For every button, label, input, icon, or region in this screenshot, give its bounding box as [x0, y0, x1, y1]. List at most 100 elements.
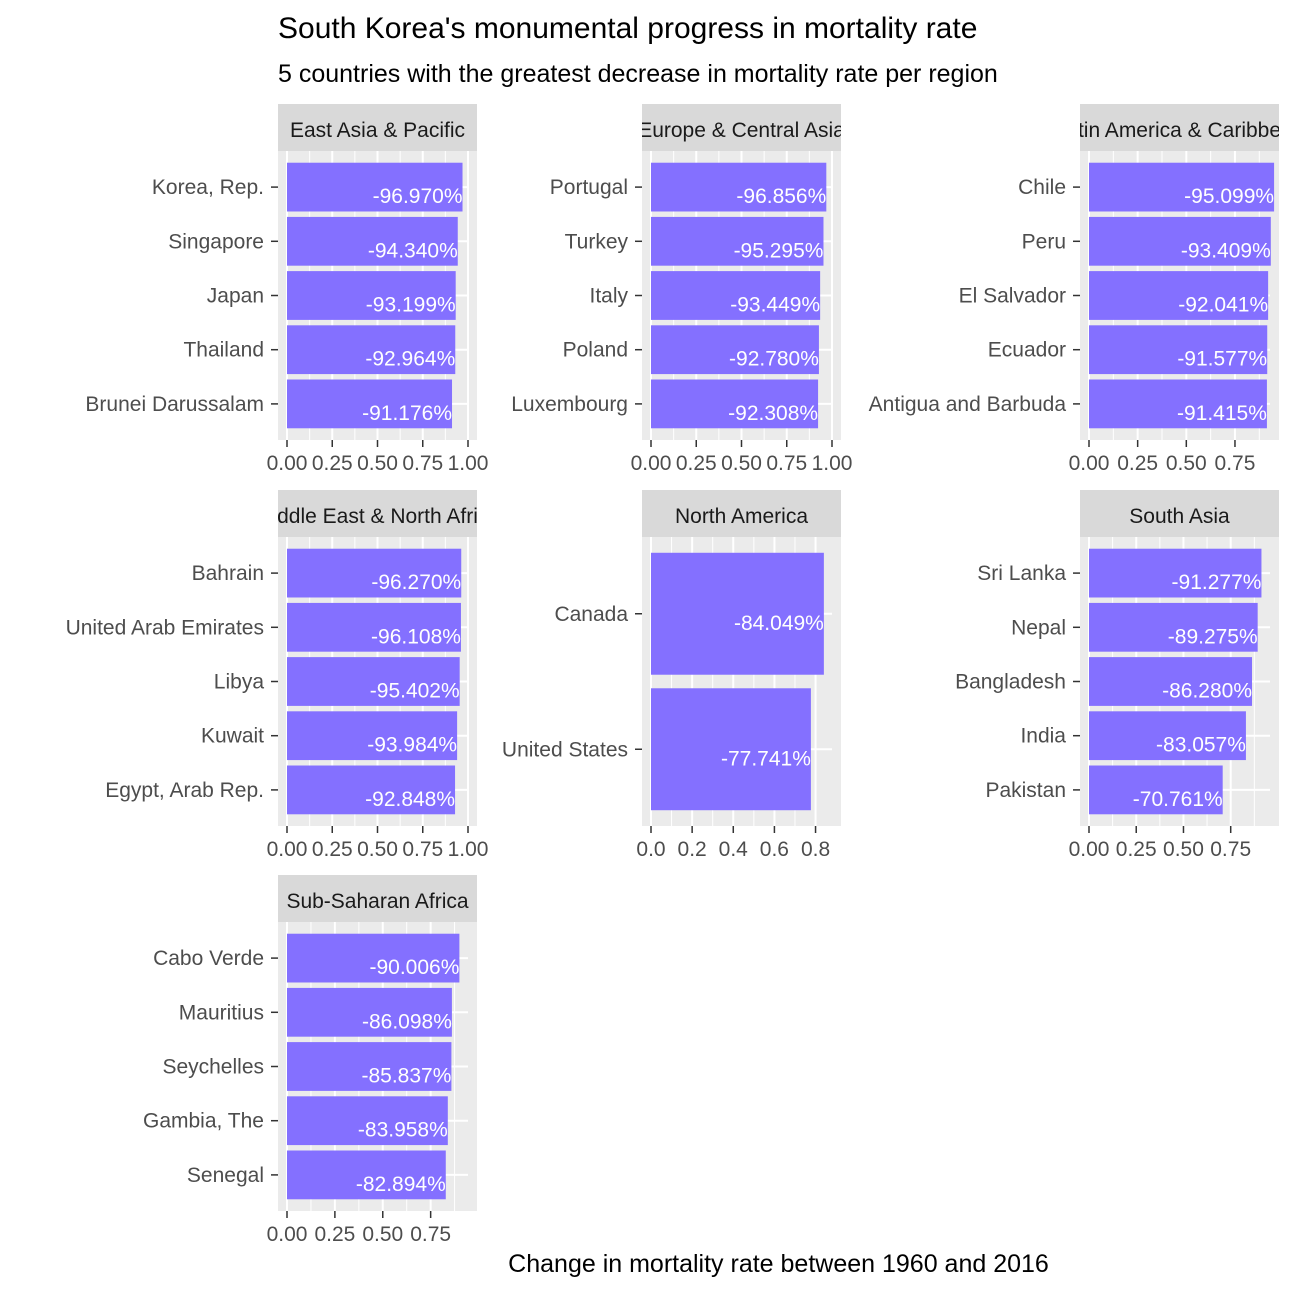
bar-label-india: -83.057%: [1156, 734, 1246, 757]
bar-label-brunei-darussalam: -91.176%: [362, 402, 452, 425]
bar-libya: [287, 657, 460, 706]
category-label-japan: Japan: [207, 285, 264, 308]
x-tick-label: 0.25: [1116, 838, 1157, 861]
category-label-singapore: Singapore: [168, 230, 264, 253]
facet-strip-label: East Asia & Pacific: [290, 119, 465, 142]
facet-strip: [1080, 104, 1279, 151]
x-tick-label: 0.00: [1069, 838, 1110, 861]
bar-nepal: [1089, 602, 1258, 652]
bar-luxembourg: [651, 379, 819, 429]
category-label-peru: Peru: [1022, 230, 1066, 253]
facet-north-america: North America -84.049% Canada -77.741% Unite…: [502, 490, 841, 861]
facet-strip-label: Sub-Saharan Africa: [286, 890, 468, 913]
x-tick-label: 0.00: [267, 1223, 308, 1246]
bar-singapore: [287, 216, 458, 266]
bar-gambia-the: [287, 1096, 448, 1146]
bar-portugal: [651, 162, 827, 212]
bar-label-egypt-arab-rep: -92.848%: [365, 788, 455, 811]
x-tick-label: 0.50: [362, 1223, 403, 1246]
x-tick-label: 0.25: [312, 452, 353, 475]
facet-europe-central-asia: Europe & Central Asia -96.856% Portugal -95…: [511, 104, 852, 475]
bar-senegal: [287, 1150, 446, 1200]
category-label-libya: Libya: [214, 671, 265, 694]
bar-label-bahrain: -96.270%: [371, 571, 461, 594]
bar-label-sri-lanka: -91.277%: [1172, 571, 1262, 594]
bar-japan: [287, 271, 456, 320]
x-tick-label: 0.50: [357, 452, 398, 475]
bar-chile: [1089, 162, 1275, 212]
bar-label-singapore: -94.340%: [368, 239, 458, 262]
bar-mauritius: [287, 987, 452, 1037]
facet-strip-label: Middle East & North Africa: [255, 505, 500, 528]
bar-label-gambia-the: -83.958%: [358, 1119, 448, 1142]
x-tick-label: 0.2: [678, 838, 707, 861]
bar-korea-rep: [287, 162, 463, 212]
x-axis-title: Change in mortality rate between 1960 an…: [508, 1250, 1049, 1278]
category-label-india: India: [1020, 725, 1066, 748]
category-label-pakistan: Pakistan: [985, 779, 1066, 802]
facet-sub-saharan-africa: Sub-Saharan Africa -90.006% Cabo Verde -86.…: [143, 875, 477, 1246]
x-tick-label: 0.75: [1215, 452, 1256, 475]
bar-label-italy: -93.449%: [730, 294, 820, 317]
category-label-egypt-arab-rep: Egypt, Arab Rep.: [105, 779, 264, 802]
chart-title: South Korea's monumental progress in mor…: [278, 12, 978, 45]
x-tick-label: 0.25: [1117, 452, 1158, 475]
bar-label-thailand: -92.964%: [365, 348, 455, 371]
bar-brunei-darussalam: [287, 379, 453, 429]
category-label-brunei-darussalam: Brunei Darussalam: [85, 393, 264, 416]
bar-label-poland: -92.780%: [729, 348, 819, 371]
x-tick-label: 0.00: [631, 452, 672, 475]
x-tick-label: 0.75: [766, 452, 807, 475]
category-label-ecuador: Ecuador: [988, 339, 1066, 362]
category-label-canada: Canada: [554, 603, 628, 626]
bar-bahrain: [287, 548, 462, 598]
x-tick-label: 0.50: [357, 838, 398, 861]
bar-poland: [651, 325, 819, 375]
bar-label-united-arab-emirates: -96.108%: [371, 625, 461, 648]
x-tick-label: 0.50: [1166, 452, 1207, 475]
bar-united-states: [651, 688, 811, 811]
category-label-gambia-the: Gambia, The: [143, 1110, 264, 1133]
category-label-chile: Chile: [1018, 176, 1066, 199]
facet-strip: [1080, 490, 1279, 537]
x-tick-label: 0.75: [410, 1223, 451, 1246]
x-tick-label: 0.25: [314, 1223, 355, 1246]
bar-label-cabo-verde: -90.006%: [369, 956, 459, 979]
chart-subtitle: 5 countries with the greatest decrease i…: [278, 60, 998, 88]
bar-el-salvador: [1089, 271, 1269, 320]
bar-label-senegal: -82.894%: [356, 1173, 446, 1196]
facet-east-asia-pacific: East Asia & Pacific -96.970% Korea, Rep. -9…: [85, 104, 488, 475]
bar-label-korea-rep: -96.970%: [373, 185, 463, 208]
category-label-mauritius: Mauritius: [179, 1001, 264, 1024]
bar-label-nepal: -89.275%: [1168, 625, 1258, 648]
category-label-nepal: Nepal: [1011, 616, 1066, 639]
bar-label-bangladesh: -86.280%: [1162, 680, 1252, 703]
facet-strip: [278, 490, 477, 537]
category-label-thailand: Thailand: [183, 339, 264, 362]
category-label-kuwait: Kuwait: [201, 725, 264, 748]
facet-middle-east-north-africa: Middle East & North Africa -96.270% Bahrai…: [66, 490, 500, 861]
x-tick-label: 0.25: [312, 838, 353, 861]
facet-strip: [642, 490, 841, 537]
bar-canada: [651, 552, 824, 675]
x-tick-label: 1.00: [812, 452, 853, 475]
bar-kuwait: [287, 711, 458, 761]
bar-peru: [1089, 216, 1271, 266]
category-label-korea-rep: Korea, Rep.: [152, 176, 264, 199]
bar-turkey: [651, 216, 824, 266]
category-label-united-arab-emirates: United Arab Emirates: [66, 616, 264, 639]
category-label-bahrain: Bahrain: [192, 562, 264, 585]
facet-strip-label: South Asia: [1129, 505, 1230, 528]
facet-strip: [642, 104, 841, 151]
x-tick-label: 0.00: [1069, 452, 1110, 475]
category-label-turkey: Turkey: [565, 230, 629, 253]
bar-thailand: [287, 325, 456, 375]
bar-bangladesh: [1089, 657, 1253, 706]
bar-label-libya: -95.402%: [370, 680, 460, 703]
facet-strip-label: Latin America & Caribbean: [1055, 119, 1296, 142]
x-tick-label: 1.00: [448, 838, 489, 861]
bar-label-ecuador: -91.577%: [1177, 348, 1267, 371]
x-tick-label: 0.6: [760, 838, 789, 861]
